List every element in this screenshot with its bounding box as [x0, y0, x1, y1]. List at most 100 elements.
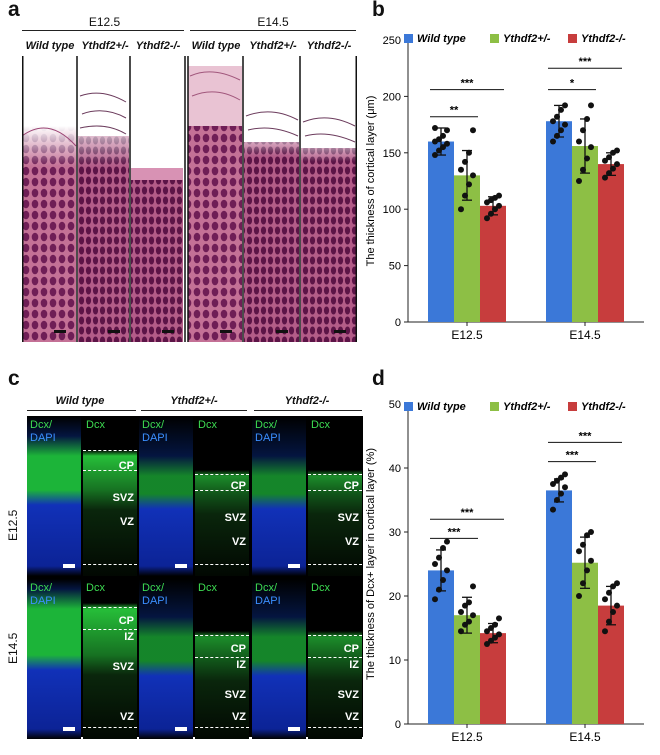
data-point	[610, 609, 616, 615]
data-point	[614, 602, 620, 609]
data-point	[588, 102, 594, 109]
if-tile-dcx: Dcx CP SVZ VZ	[195, 416, 249, 576]
data-point	[470, 127, 476, 134]
zone-label: SVZ	[224, 512, 246, 524]
data-point	[470, 612, 476, 619]
zone-label: IZ	[349, 659, 359, 671]
data-point	[458, 206, 464, 213]
data-point	[602, 174, 608, 181]
data-point	[602, 157, 608, 164]
he-stain-image-strip	[21, 56, 357, 342]
he-tile-ko-e14	[301, 117, 357, 342]
zone-boundary-line	[308, 657, 362, 658]
legend-label: Wild type	[417, 33, 466, 45]
zone-label: IZ	[236, 659, 246, 671]
data-point	[606, 170, 612, 177]
genotype-divider-ko	[254, 410, 362, 411]
data-point	[588, 529, 594, 535]
x-tick-label: E12.5	[451, 328, 483, 342]
stain-label-dapi: DAPI	[255, 432, 281, 444]
data-point	[432, 561, 438, 567]
if-tile-merge: Dcx/DAPI	[139, 416, 193, 576]
data-point	[432, 152, 438, 159]
legend-swatch	[404, 402, 413, 411]
data-point	[558, 490, 564, 497]
data-point	[610, 583, 616, 590]
zone-label: SVZ	[337, 689, 359, 701]
y-tick-label: 0	[395, 719, 401, 731]
stain-label: Dcx/DAPI	[142, 419, 168, 445]
data-point	[550, 481, 556, 487]
immunofluorescence-grid: Dcx/DAPI Dcx CP SVZ VZ Dcx/DAPI Dcx CP SVZ VZ Dcx/…	[27, 416, 363, 739]
data-point	[580, 580, 586, 587]
zone-boundary-line	[83, 470, 137, 471]
stain-label-dapi: DAPI	[30, 432, 56, 444]
zone-label: VZ	[119, 711, 134, 723]
stain-label: Dcx/DAPI	[30, 419, 56, 445]
zone-boundary-line	[195, 657, 249, 658]
data-point	[550, 506, 556, 513]
data-point	[444, 567, 450, 574]
zone-label: VZ	[344, 536, 359, 548]
data-point	[440, 577, 446, 583]
zone-boundary-line	[308, 490, 362, 491]
data-point	[484, 628, 490, 635]
stain-label-dcx: Dcx/	[255, 582, 277, 594]
chart-d: The thickness of Dcx+ layer in cortical …	[365, 399, 644, 744]
data-point	[436, 554, 442, 561]
legend-label: Ythdf2-/-	[581, 401, 626, 413]
significance-label: ***	[461, 507, 475, 519]
zone-boundary-line	[195, 727, 249, 728]
significance-label: ***	[579, 56, 593, 68]
stain-label: Dcx	[86, 582, 105, 594]
if-tile-dcx: Dcx CP IZ SVZ VZ	[83, 579, 137, 739]
data-point	[576, 178, 582, 184]
y-axis-label: The thickness of Dcx+ layer in cortical …	[365, 448, 377, 680]
data-point	[496, 192, 502, 199]
scale-bar	[175, 564, 187, 568]
data-point	[584, 567, 590, 574]
legend-swatch	[404, 34, 413, 43]
column-label-wt-e14: Wild type	[191, 40, 241, 52]
data-point	[458, 628, 464, 635]
scale-bar	[63, 727, 75, 731]
x-tick-label: E12.5	[451, 730, 483, 744]
stain-label-dcx: Dcx/	[142, 419, 164, 431]
significance-label: ***	[579, 430, 593, 442]
scale-bars-a	[54, 330, 346, 333]
y-tick-label: 100	[383, 204, 401, 216]
data-point	[606, 589, 612, 596]
y-tick-label: 20	[389, 591, 401, 603]
data-point	[610, 165, 616, 172]
stain-label-dcx: Dcx/	[142, 582, 164, 594]
data-point	[580, 541, 586, 548]
data-point	[444, 140, 450, 147]
data-point	[554, 477, 560, 484]
legend-label: Ythdf2+/-	[503, 401, 551, 413]
zone-label: VZ	[119, 516, 134, 528]
y-tick-label: 30	[389, 527, 401, 539]
data-point	[462, 158, 468, 165]
zone-label: CP	[230, 643, 246, 655]
bar	[546, 121, 572, 322]
x-tick-label: E14.5	[569, 730, 601, 744]
data-point	[584, 155, 590, 162]
data-point	[588, 144, 594, 151]
column-label-het-e12: Ythdf2+/-	[81, 40, 129, 52]
data-point	[576, 548, 582, 555]
zone-boundary-line	[195, 490, 249, 491]
y-tick-label: 40	[389, 463, 401, 475]
stain-label: Dcx/DAPI	[30, 582, 56, 608]
zone-boundary-line	[195, 564, 249, 565]
he-tile-het-e14	[244, 111, 299, 342]
zone-label: SVZ	[112, 492, 134, 504]
data-point	[492, 634, 498, 641]
genotype-divider-wt	[27, 410, 136, 411]
data-point	[550, 118, 556, 125]
data-point	[440, 144, 446, 151]
data-point	[602, 628, 608, 635]
zone-boundary-line	[308, 474, 362, 475]
data-point	[562, 121, 568, 128]
legend-swatch	[490, 402, 499, 411]
scale-bar	[288, 727, 300, 731]
